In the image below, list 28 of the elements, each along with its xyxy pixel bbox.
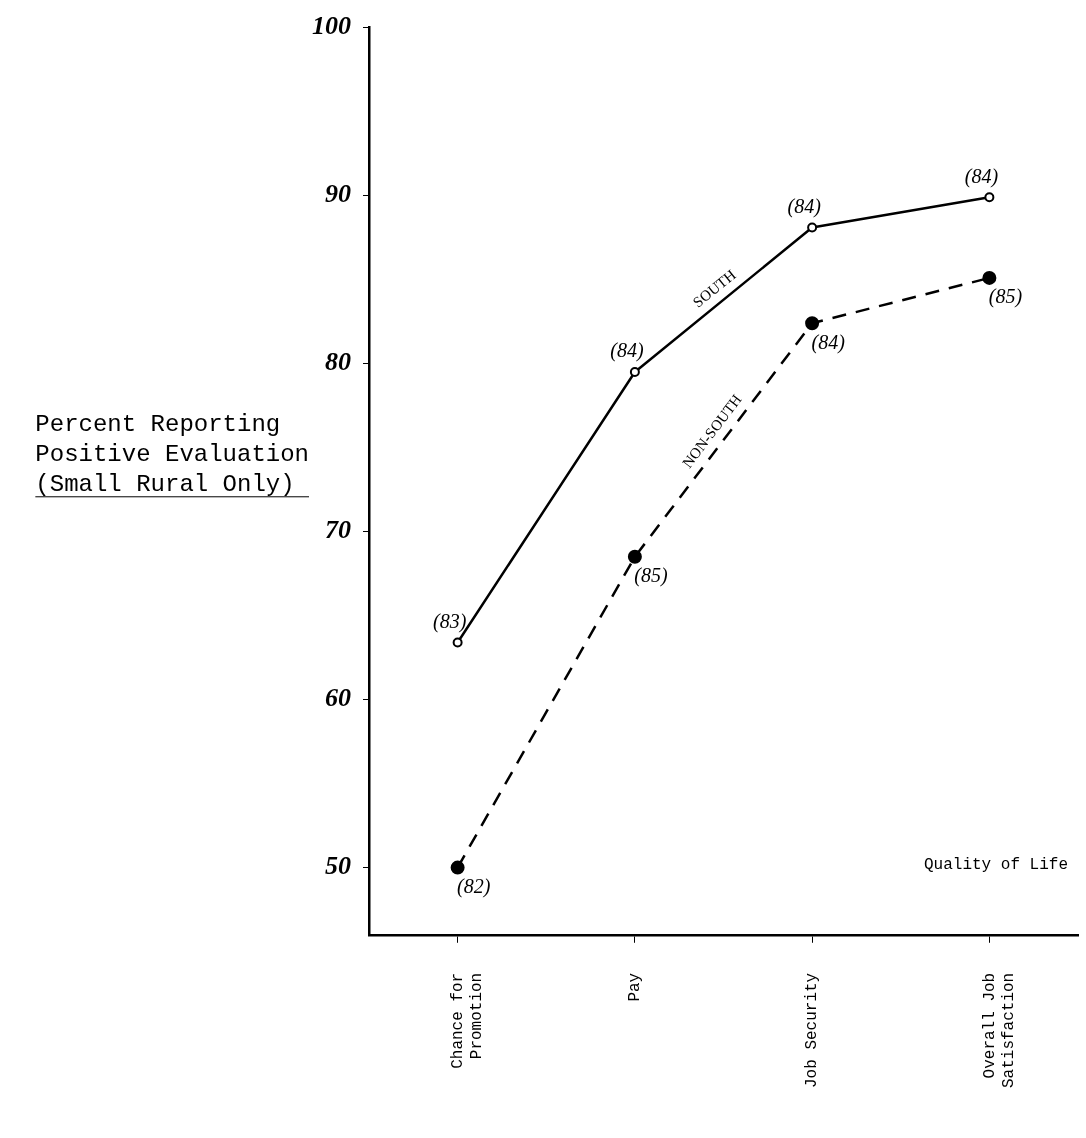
- y-axis-title: Percent Reporting Positive Evaluation (Small Rural Only): [35, 410, 310, 498]
- annotation: (84): [964, 164, 999, 188]
- x-tick-label: Overall Job Satisfaction: [980, 972, 1018, 1088]
- annotation: (84): [787, 194, 822, 218]
- y-tick-label: 80: [325, 347, 351, 377]
- y-tick-label: 100: [312, 11, 351, 41]
- point: [452, 637, 463, 648]
- x-tick-label: Pay: [626, 972, 645, 1002]
- x-tick-label: Chance for Promotion: [448, 972, 487, 1069]
- annotation: (85): [634, 564, 668, 588]
- y-tick-label: 90: [325, 179, 351, 209]
- annotation: (85): [988, 285, 1023, 309]
- point: [450, 860, 465, 875]
- x-tick-label: Job Security: [803, 972, 822, 1088]
- annotation: (84): [811, 330, 846, 354]
- annotation: Quality of Life: [923, 856, 1068, 875]
- annotation: (84): [610, 339, 644, 363]
- point: [805, 316, 820, 331]
- point: [629, 366, 640, 377]
- y-tick-label: 50: [325, 851, 351, 881]
- annotation: (82): [456, 874, 491, 898]
- point: [627, 549, 642, 564]
- y-tick-label: 70: [325, 515, 351, 545]
- point: [807, 222, 818, 233]
- annotation: (83): [432, 609, 467, 633]
- point: [984, 192, 995, 203]
- y-tick-label: 60: [325, 683, 351, 713]
- point: [982, 270, 997, 285]
